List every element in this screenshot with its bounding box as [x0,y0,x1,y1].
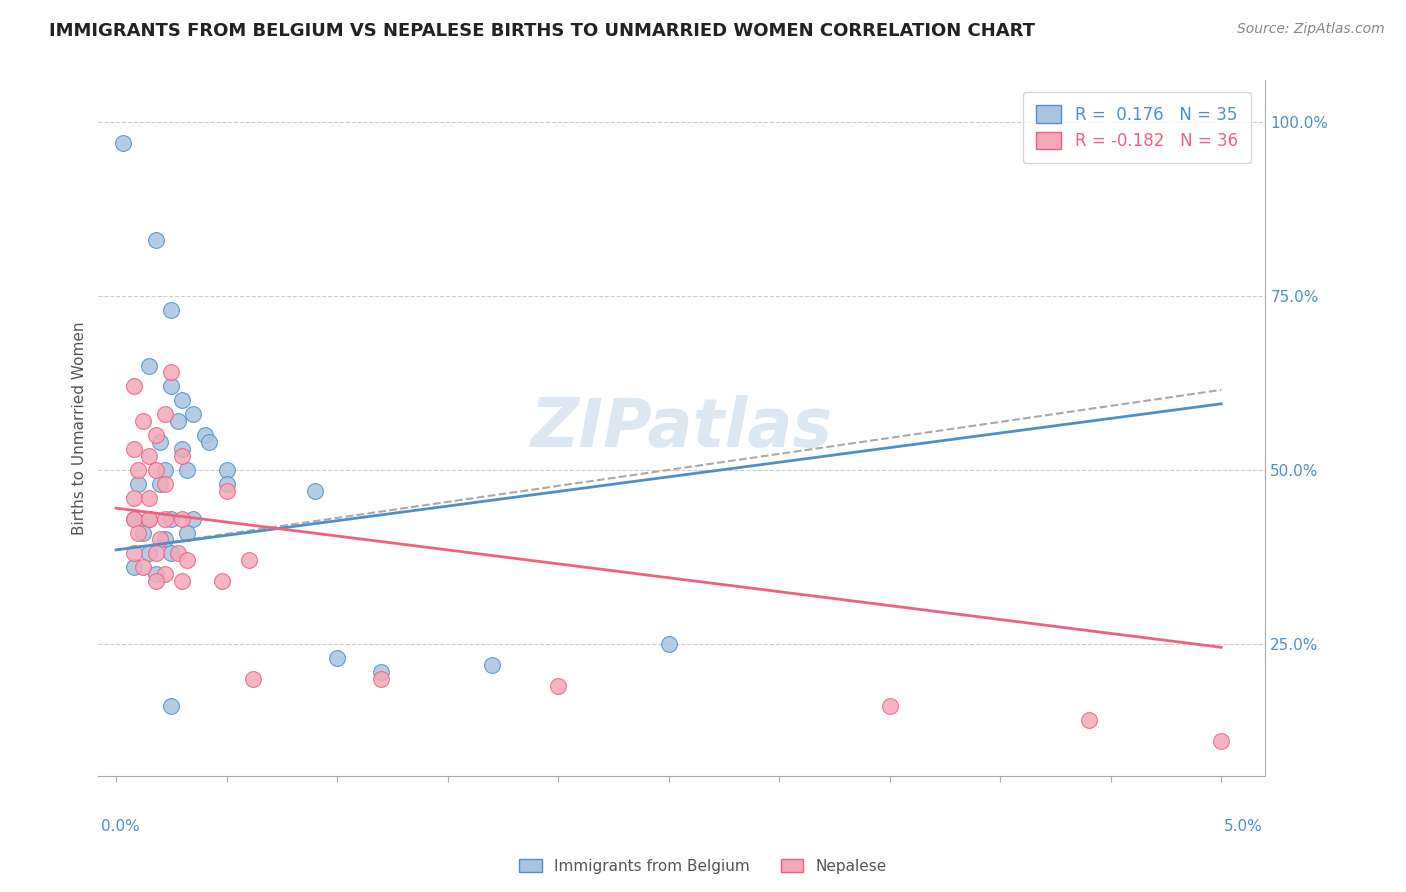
Point [145,574,167,589]
Point [547,679,569,693]
Point [149,435,172,450]
Point [138,511,160,525]
Point [122,560,145,574]
Point [879,699,901,714]
Point [183,407,205,421]
Text: 0.0%: 0.0% [101,820,141,834]
Text: Source: ZipAtlas.com: Source: ZipAtlas.com [1237,22,1385,37]
Point [242,672,264,686]
Point [215,483,238,498]
Point [370,672,392,686]
Point [211,574,233,589]
Text: IMMIGRANTS FROM BELGIUM VS NEPALESE BIRTHS TO UNMARRIED WOMEN CORRELATION CHART: IMMIGRANTS FROM BELGIUM VS NEPALESE BIRT… [49,22,1035,40]
Point [138,491,160,505]
Point [145,233,167,247]
Point [172,574,194,589]
Point [127,463,149,477]
Point [481,657,503,672]
Y-axis label: Births to Unmarried Women: Births to Unmarried Women [72,321,87,535]
Point [122,442,145,456]
Point [111,136,134,150]
Point [160,699,183,714]
Point [176,525,198,540]
Point [145,546,167,560]
Point [370,665,392,679]
Point [131,525,153,540]
Point [167,414,190,428]
Point [138,546,160,560]
Point [153,567,176,582]
Legend: R =  0.176   N = 35, R = -0.182   N = 36: R = 0.176 N = 35, R = -0.182 N = 36 [1024,92,1251,163]
Point [160,366,183,380]
Point [658,637,681,651]
Point [153,463,176,477]
Point [215,476,238,491]
Point [122,379,145,393]
Point [1211,734,1233,748]
Point [145,463,167,477]
Point [172,442,194,456]
Text: ZIPatlas: ZIPatlas [531,395,832,461]
Point [215,463,238,477]
Point [149,533,172,547]
Point [160,511,183,525]
Point [1077,714,1099,728]
Legend: Immigrants from Belgium, Nepalese: Immigrants from Belgium, Nepalese [513,853,893,880]
Point [160,379,183,393]
Point [172,511,194,525]
Point [198,435,221,450]
Point [160,546,183,560]
Point [127,525,149,540]
Point [138,511,160,525]
Point [160,302,183,317]
Point [193,428,215,442]
Point [149,476,172,491]
Point [153,511,176,525]
Point [326,650,349,665]
Point [153,407,176,421]
Point [238,553,260,567]
Point [131,560,153,574]
Point [153,533,176,547]
Point [131,414,153,428]
Point [145,428,167,442]
Point [183,511,205,525]
Point [122,511,145,525]
Point [153,476,176,491]
Point [138,449,160,463]
Point [122,546,145,560]
Point [145,567,167,582]
Text: 5.0%: 5.0% [1223,820,1263,834]
Point [122,491,145,505]
Point [127,476,149,491]
Point [172,449,194,463]
Point [138,359,160,373]
Point [176,553,198,567]
Point [167,546,190,560]
Point [304,483,326,498]
Point [172,393,194,408]
Point [122,511,145,525]
Point [176,463,198,477]
